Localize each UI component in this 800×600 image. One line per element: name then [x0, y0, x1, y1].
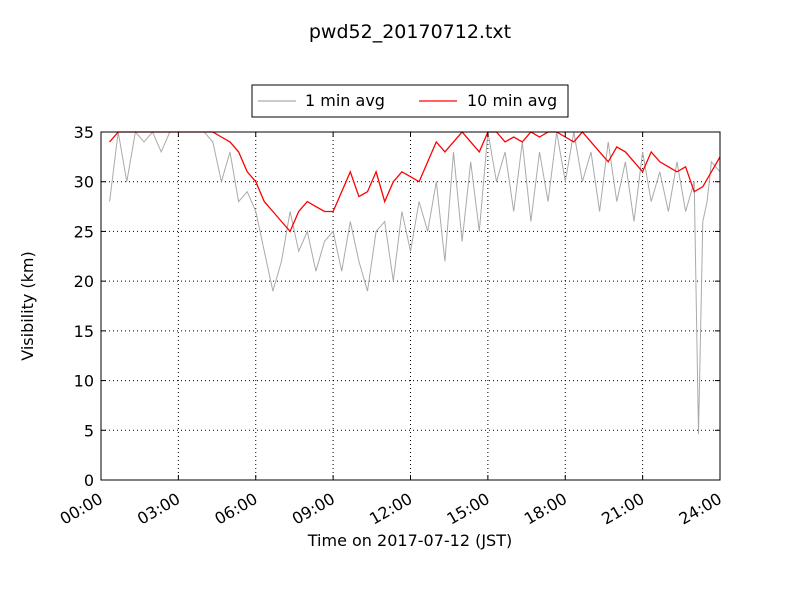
x-tick-label: 24:00: [676, 489, 725, 529]
legend-box: [251, 84, 569, 118]
legend-label-series-2: 10 min avg: [467, 91, 557, 110]
y-tick-label: 10: [74, 372, 94, 391]
y-tick-label: 35: [74, 123, 94, 142]
x-tick-label: 06:00: [211, 489, 260, 529]
x-tick-label: 21:00: [598, 489, 647, 529]
y-tick-label: 30: [74, 173, 94, 192]
x-tick-label: 03:00: [134, 489, 183, 529]
y-tick-label: 20: [74, 272, 94, 291]
legend: 1 min avg 10 min avg: [251, 84, 569, 118]
y-tick-label: 5: [84, 421, 94, 440]
legend-label-series-1: 1 min avg: [305, 91, 385, 110]
grid-lines: [101, 132, 720, 480]
x-tick-label: 15:00: [443, 489, 492, 529]
plot-area: [109, 130, 721, 435]
x-tick-label: 12:00: [366, 489, 415, 529]
x-axis-label: Time on 2017-07-12 (JST): [307, 531, 512, 550]
chart-title: pwd52_20170712.txt: [309, 21, 511, 43]
y-axis: 0 5 10 15 20 25 30 35: [74, 123, 720, 490]
y-tick-label: 15: [74, 322, 94, 341]
x-tick-label: 00:00: [57, 489, 106, 529]
y-tick-label: 25: [74, 222, 94, 241]
x-tick-label: 09:00: [289, 489, 338, 529]
y-axis-label: Visibility (km): [18, 251, 37, 360]
x-tick-label: 18:00: [521, 489, 570, 529]
series-1-line: [109, 130, 721, 435]
y-tick-label: 0: [84, 471, 94, 490]
x-axis: 00:00 03:00 06:00 09:00 12:00 15:00 18:00 21:00…: [57, 132, 725, 529]
